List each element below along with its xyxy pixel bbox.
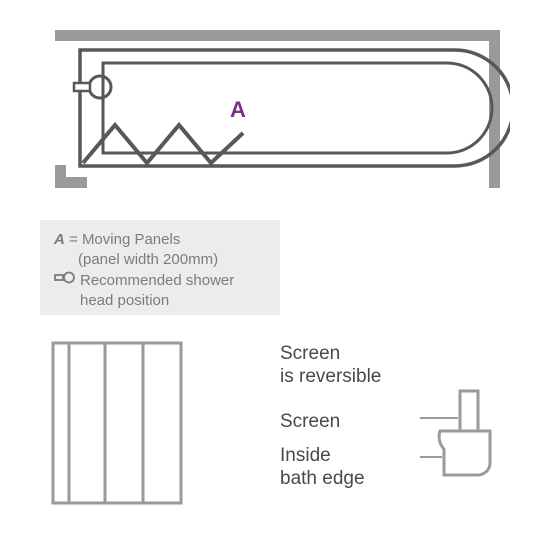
legend-box: A = Moving Panels (panel width 200mm) Re… (40, 220, 280, 315)
label-inside-l1: Inside (280, 445, 365, 468)
bathtub-plan-view (25, 25, 510, 205)
label-inside: Inside bath edge (280, 445, 365, 491)
legend-line-2: (panel width 200mm) (78, 250, 266, 270)
screen-profile-icon (420, 385, 510, 505)
label-reversible-l2: is reversible (280, 366, 381, 389)
screen-panels-front (45, 335, 205, 515)
label-inside-l2: bath edge (280, 468, 365, 491)
legend-line-1: A = Moving Panels (54, 230, 266, 250)
legend-line1-rest: = Moving Panels (65, 231, 180, 248)
diagram-canvas: A A = Moving Panels (panel width 200mm) … (25, 25, 510, 510)
shower-head-icon (54, 271, 76, 290)
label-screen: Screen (280, 411, 340, 434)
label-reversible-l1: Screen (280, 343, 381, 366)
label-a: A (230, 97, 246, 123)
legend-a-symbol: A (54, 231, 65, 248)
legend-line-4: head position (80, 291, 234, 311)
label-reversible: Screen is reversible (280, 343, 381, 389)
legend-line-3: Recommended shower (80, 271, 234, 291)
